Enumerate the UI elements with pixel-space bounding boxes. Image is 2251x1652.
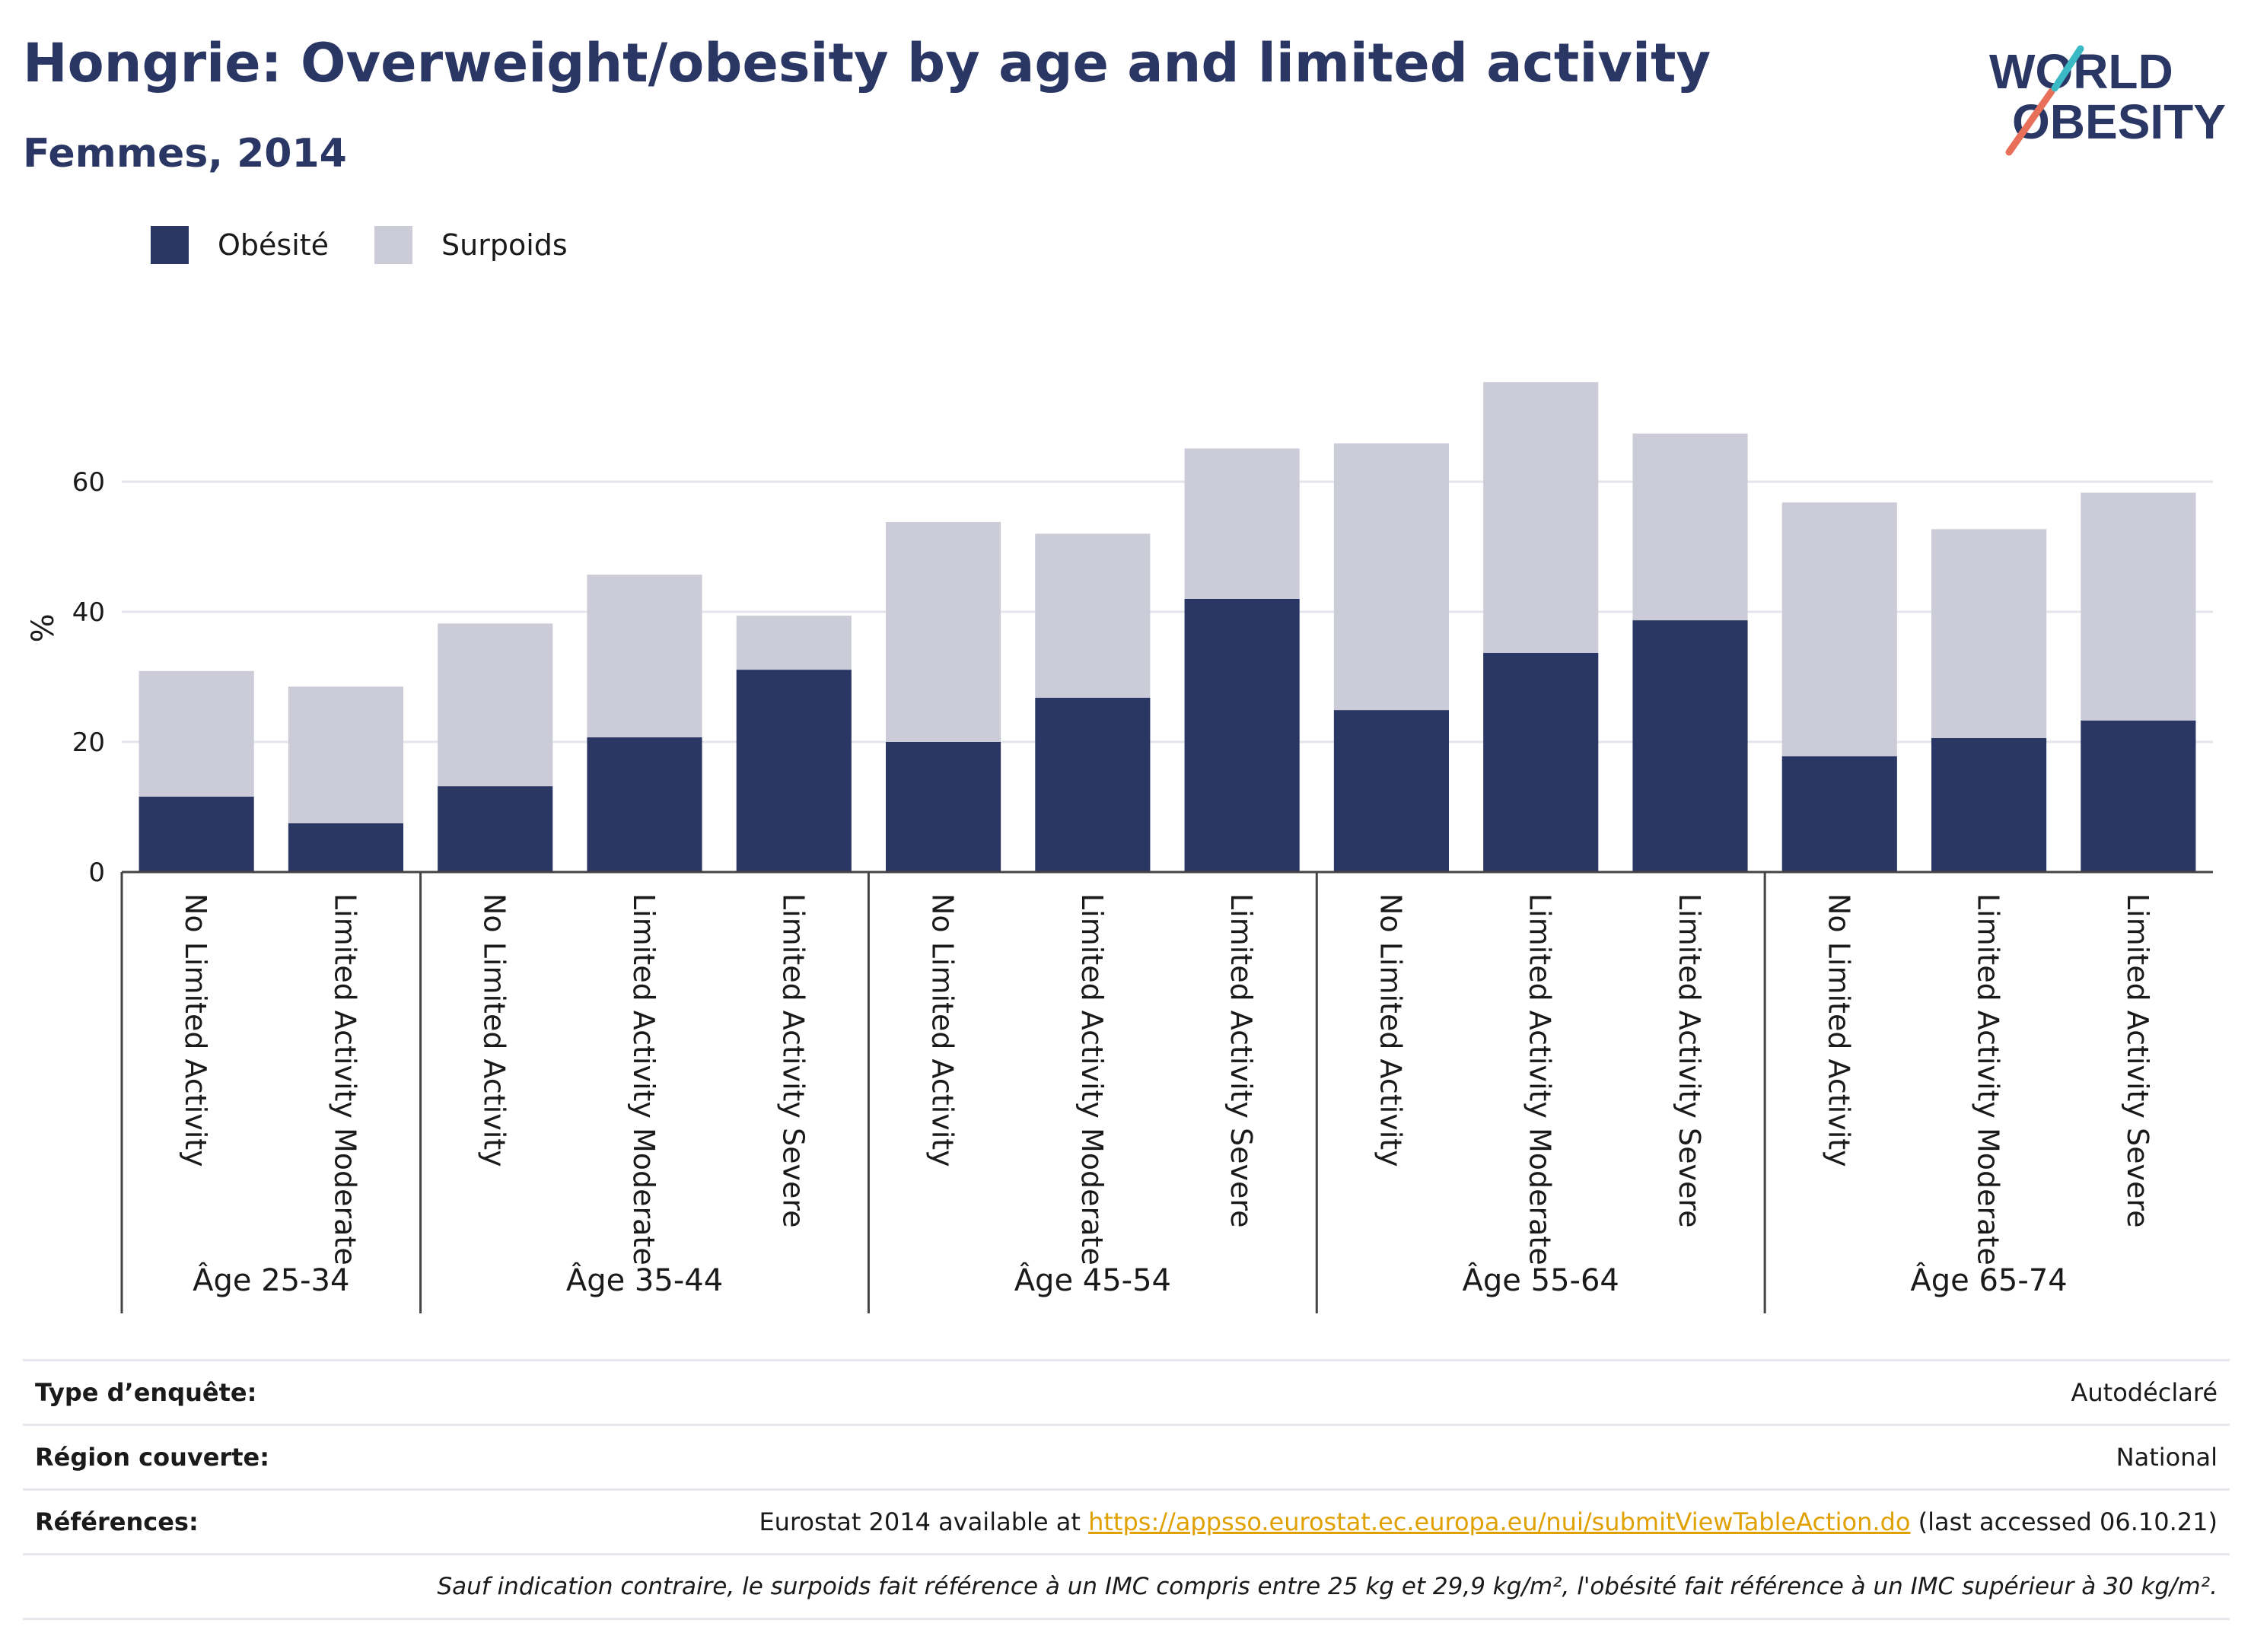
y-tick-label: 40 (72, 597, 105, 628)
legend-swatch-surpoids (374, 226, 413, 264)
region-value: National (2116, 1443, 2218, 1472)
legend-swatch-obesite (151, 226, 189, 264)
legend-item-obesite[interactable]: Obésité (151, 226, 329, 264)
bar-obesite (1333, 710, 1449, 872)
group-label: Âge 25-34 (193, 1262, 349, 1298)
chart-subtitle: Femmes, 2014 (23, 131, 347, 177)
bar-surpoids (1781, 502, 1897, 756)
x-category-label: Limited Activity Moderate (1075, 893, 1109, 1265)
stacked-bar-chart: 0 20 40 60% No Limited Activity Limited Activ… (26, 382, 2213, 1313)
bar-obesite (288, 823, 403, 872)
bar-obesite (1035, 697, 1151, 872)
bar-surpoids (438, 623, 553, 787)
references-link[interactable]: https://appsso.eurostat.ec.europa.eu/nui… (1088, 1507, 1911, 1536)
bar-surpoids (886, 522, 1001, 742)
x-category-label: Limited Activity Severe (1224, 893, 1258, 1228)
chart-legend: Obésité Surpoids (151, 225, 613, 265)
x-category-label: Limited Activity Moderate (1523, 893, 1557, 1265)
bar-surpoids (288, 686, 403, 823)
x-category-label: Limited Activity Moderate (627, 893, 661, 1265)
x-category-label: Limited Activity Moderate (1972, 893, 2005, 1265)
x-category-label: No Limited Activity (926, 893, 960, 1167)
logo-line-2: OBESITY (2012, 94, 2226, 149)
x-category-label: No Limited Activity (1374, 893, 1407, 1167)
bar-surpoids (1931, 529, 2047, 738)
bar-surpoids (1184, 448, 1300, 599)
bar-surpoids (1035, 533, 1151, 698)
group-label: Âge 55-64 (1463, 1262, 1619, 1298)
bar-obesite (1781, 756, 1897, 872)
chart-footer: Type d’enquête: Autodéclaré Région couve… (23, 1359, 2230, 1620)
bar-surpoids (587, 575, 702, 738)
x-category-label: No Limited Activity (478, 893, 511, 1167)
bar-surpoids (736, 616, 852, 670)
bar-obesite (1632, 620, 1748, 872)
world-obesity-logo: WORLD OBESITY (1989, 44, 2226, 156)
x-category-label: Limited Activity Severe (2121, 893, 2154, 1228)
references-label: Références: (35, 1507, 199, 1536)
x-category-label: No Limited Activity (1822, 893, 1855, 1167)
footer-row-references: Références: Eurostat 2014 available at h… (23, 1488, 2230, 1553)
bar-surpoids (2081, 492, 2196, 721)
references-prefix: Eurostat 2014 available at (759, 1507, 1089, 1536)
group-label: Âge 35-44 (566, 1262, 723, 1298)
survey-type-label: Type d’enquête: (35, 1378, 257, 1407)
group-label: Âge 65-74 (1910, 1262, 2067, 1298)
footer-row-note: Sauf indication contraire, le surpoids f… (23, 1553, 2230, 1620)
y-axis-label: % (26, 613, 61, 642)
x-category-label: Limited Activity Moderate (328, 893, 361, 1265)
bar-obesite (1184, 598, 1300, 872)
legend-item-surpoids[interactable]: Surpoids (374, 226, 568, 264)
footer-row-region: Région couverte: National (23, 1424, 2230, 1488)
region-label: Région couverte: (35, 1443, 269, 1472)
group-label: Âge 45-54 (1014, 1262, 1171, 1298)
bar-obesite (886, 742, 1001, 872)
legend-label-obesite: Obésité (218, 228, 330, 262)
footnote: Sauf indication contraire, le surpoids f… (437, 1573, 2218, 1600)
footer-row-survey: Type d’enquête: Autodéclaré (23, 1359, 2230, 1424)
bar-obesite (1931, 737, 2047, 872)
bar-obesite (2081, 720, 2196, 872)
bar-obesite (587, 737, 702, 872)
bar-surpoids (1632, 433, 1748, 621)
bar-surpoids (1333, 443, 1449, 711)
bar-obesite (736, 670, 852, 872)
x-category-label: No Limited Activity (179, 893, 212, 1167)
y-tick-label: 0 (88, 858, 105, 888)
x-category-label: Limited Activity Severe (1673, 893, 1706, 1228)
survey-type-value: Autodéclaré (2071, 1378, 2218, 1407)
legend-label-surpoids: Surpoids (441, 228, 568, 262)
chart-title: Hongrie: Overweight/obesity by age and l… (23, 32, 1711, 94)
references-value: Eurostat 2014 available at https://appss… (759, 1507, 2218, 1536)
bar-obesite (1483, 652, 1599, 872)
y-tick-label: 20 (72, 727, 105, 758)
y-tick-label: 60 (72, 467, 105, 498)
bar-surpoids (1483, 382, 1599, 653)
references-suffix: (last accessed 06.10.21) (1910, 1507, 2218, 1536)
x-category-label: Limited Activity Severe (776, 893, 810, 1228)
bar-surpoids (138, 670, 254, 797)
bar-obesite (438, 786, 553, 872)
bar-obesite (138, 796, 254, 872)
